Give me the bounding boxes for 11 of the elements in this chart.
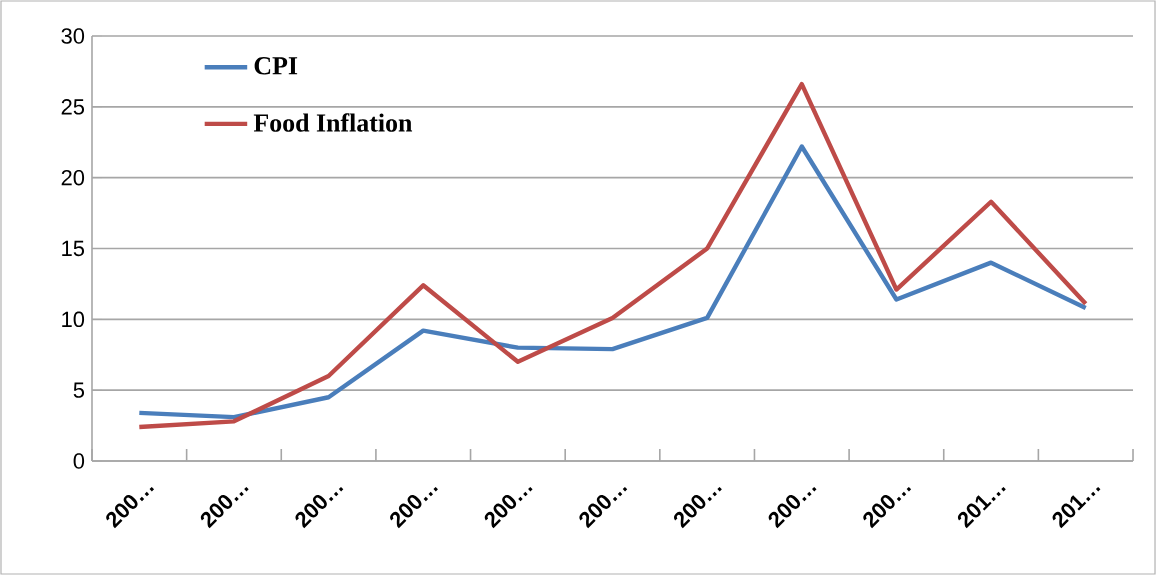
legend-label: CPI <box>254 57 298 75</box>
y-tick-label: 10 <box>62 311 85 328</box>
legend-label: Food Inflation <box>253 113 413 132</box>
y-tick-label: 20 <box>61 169 85 186</box>
y-tick-label: 0 <box>73 453 85 469</box>
line-series <box>137 144 1088 420</box>
y-tick-label: 25 <box>61 99 85 115</box>
y-tick-label: 15 <box>62 240 85 257</box>
y-tick-label: 5 <box>73 382 85 398</box>
y-tick-label: 30 <box>61 28 85 44</box>
line-series <box>137 81 1088 430</box>
